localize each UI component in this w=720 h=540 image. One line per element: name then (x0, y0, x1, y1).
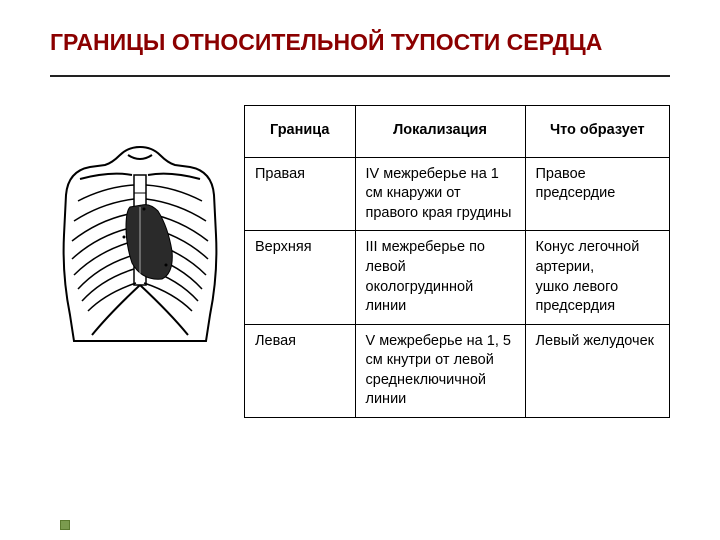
table-row: Верхняя III межреберье по левой окологру… (245, 231, 670, 324)
content-row: Граница Локализация Что образует Правая … (50, 105, 670, 418)
thorax-diagram (50, 145, 230, 345)
cell-loc: IV межреберье на 1 см кнаружи от правого… (355, 157, 525, 231)
accent-square-icon (60, 520, 70, 530)
cell-border: Верхняя (245, 231, 356, 324)
slide-title: ГРАНИЦЫ ОТНОСИТЕЛЬНОЙ ТУПОСТИ СЕРДЦА (50, 28, 670, 57)
cell-loc: V межреберье на 1, 5 см кнутри от левой … (355, 324, 525, 417)
table-row: Правая IV межреберье на 1 см кнаружи от … (245, 157, 670, 231)
cell-formed: Левый желудочек (525, 324, 670, 417)
divider (50, 75, 670, 77)
cell-border: Правая (245, 157, 356, 231)
header-border: Граница (245, 105, 356, 157)
heart-borders-table: Граница Локализация Что образует Правая … (244, 105, 670, 418)
header-formed-by: Что образует (525, 105, 670, 157)
cell-formed: Конус легочной артерии, ушко левого пред… (525, 231, 670, 324)
table-row: Левая V межреберье на 1, 5 см кнутри от … (245, 324, 670, 417)
cell-loc: III межреберье по левой окологрудинной л… (355, 231, 525, 324)
cell-formed: Правое предсердие (525, 157, 670, 231)
cell-border: Левая (245, 324, 356, 417)
header-localization: Локализация (355, 105, 525, 157)
table-header-row: Граница Локализация Что образует (245, 105, 670, 157)
